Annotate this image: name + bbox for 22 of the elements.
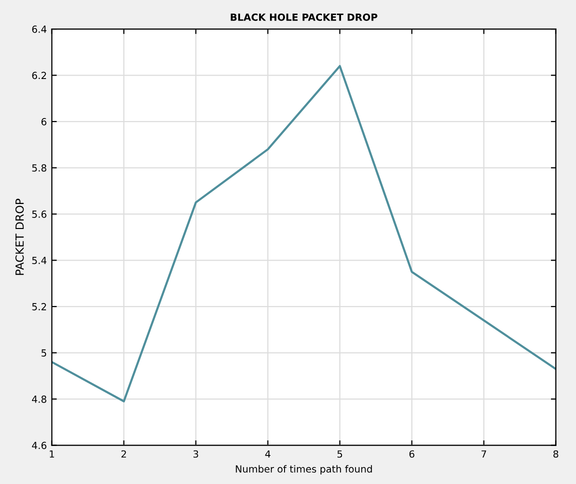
x-tick-label: 5 (338, 450, 342, 458)
y-tick-label: 6.4 (32, 26, 46, 33)
x-tick-label: 2 (121, 450, 126, 458)
x-tick-label: 6 (409, 450, 414, 458)
x-axis-title: Number of times path found (236, 465, 372, 475)
line-series (52, 64, 556, 402)
y-tick-label: 5 (42, 349, 46, 357)
y-axis-title: PACKET DROP (15, 198, 24, 275)
x-tick-label: 7 (482, 450, 486, 458)
y-tick-label: 5.2 (32, 303, 46, 310)
y-tick-label: 6.2 (32, 72, 46, 80)
y-tick-label: 5.8 (32, 164, 46, 172)
y-tick-label: 4.8 (32, 396, 46, 403)
y-tick-label: 5.4 (32, 256, 46, 264)
y-tick-label: 4.6 (32, 442, 46, 450)
y-tick-label: 5.6 (32, 210, 46, 218)
x-tick-label: 3 (193, 450, 198, 458)
x-tick-label: 4 (265, 450, 270, 458)
x-tick-label: 1 (50, 450, 54, 458)
chart-title: BLACK HOLE PACKET DROP (230, 13, 378, 21)
y-tick-label: 6 (41, 118, 46, 126)
x-tick-label: 8 (553, 450, 558, 458)
